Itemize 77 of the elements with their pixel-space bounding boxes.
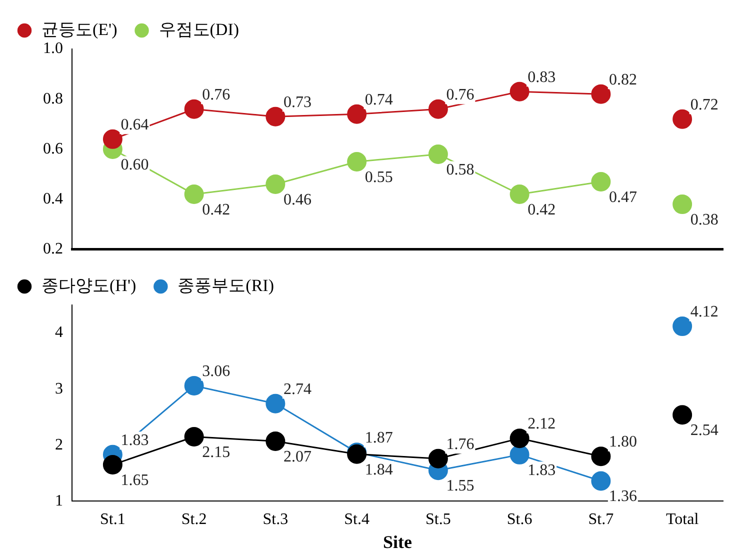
point <box>510 428 530 448</box>
legend-label: 종풍부도(RI) <box>178 276 274 295</box>
data-label: 0.42 <box>202 201 230 218</box>
point <box>266 394 286 414</box>
data-label: 1.84 <box>364 461 393 478</box>
data-label: 2.54 <box>690 422 718 440</box>
point <box>266 174 286 194</box>
data-label: 0.83 <box>528 68 556 86</box>
point <box>591 446 611 466</box>
data-label: 0.58 <box>446 161 474 178</box>
data-label: 1.80 <box>608 434 637 451</box>
legend-label: 우점도(DI) <box>158 20 240 39</box>
y-tick-label: 4 <box>55 324 63 342</box>
point <box>347 104 367 124</box>
point <box>184 426 204 446</box>
point <box>428 99 448 119</box>
point <box>510 444 530 464</box>
x-tick-label: St.1 <box>100 511 126 528</box>
data-label: 0.60 <box>120 156 149 174</box>
data-label: 2.74 <box>283 380 312 398</box>
data-label: 0.55 <box>364 168 393 186</box>
point <box>266 431 286 451</box>
data-label: 0.76 <box>202 86 230 104</box>
data-label: 0.47 <box>608 188 637 206</box>
data-label: 1.83 <box>528 462 556 479</box>
data-label: 1.65 <box>120 472 149 489</box>
data-label: 0.46 <box>283 191 312 208</box>
x-axis-title: Site <box>383 532 412 552</box>
point <box>102 129 122 149</box>
point <box>184 99 204 119</box>
point <box>266 106 286 126</box>
data-label: 0.72 <box>690 96 718 114</box>
y-tick-label: 1 <box>55 492 63 510</box>
data-label: 0.74 <box>364 91 393 108</box>
x-tick-label: Total <box>666 511 700 528</box>
x-tick-label: St.4 <box>344 511 370 528</box>
data-label: 4.12 <box>690 304 718 321</box>
y-tick-label: 0.8 <box>43 90 63 108</box>
point <box>591 84 611 104</box>
point <box>591 172 611 192</box>
point <box>428 448 448 468</box>
data-label: 1.76 <box>446 436 474 453</box>
y-tick-label: 0.6 <box>43 140 63 158</box>
y-tick-label: 1.0 <box>43 40 63 58</box>
data-label: 2.07 <box>283 448 312 466</box>
x-tick-label: St.3 <box>262 511 288 528</box>
data-label: 1.83 <box>120 432 149 449</box>
data-label: 2.12 <box>528 416 556 433</box>
point <box>428 144 448 164</box>
data-label: 1.55 <box>446 478 474 495</box>
y-tick-label: 2 <box>55 436 63 454</box>
y-tick-label: 0.2 <box>43 240 63 258</box>
data-label: 0.82 <box>608 71 637 88</box>
data-label: 0.38 <box>690 212 718 229</box>
legend-label: 균등도(E') <box>42 20 118 39</box>
data-label: 3.06 <box>202 362 230 380</box>
x-tick-label: St.7 <box>588 511 614 528</box>
data-label: 0.76 <box>446 86 474 104</box>
data-label: 1.87 <box>364 430 393 447</box>
x-tick-label: St.5 <box>426 511 451 528</box>
x-tick-label: St.6 <box>506 511 532 528</box>
point <box>347 152 367 172</box>
x-tick-label: St.2 <box>181 511 207 528</box>
point <box>102 455 122 475</box>
point <box>184 184 204 204</box>
data-label: 0.64 <box>120 116 149 134</box>
data-label: 1.36 <box>608 488 637 506</box>
data-label: 0.42 <box>528 201 556 218</box>
point <box>510 82 530 102</box>
data-label: 0.73 <box>283 94 312 111</box>
point <box>591 471 611 491</box>
y-tick-label: 0.4 <box>43 190 63 208</box>
point <box>184 376 204 396</box>
data-label: 2.15 <box>202 444 230 461</box>
point <box>510 184 530 204</box>
legend-label: 종다양도(H') <box>42 276 136 295</box>
y-tick-label: 3 <box>55 380 63 398</box>
